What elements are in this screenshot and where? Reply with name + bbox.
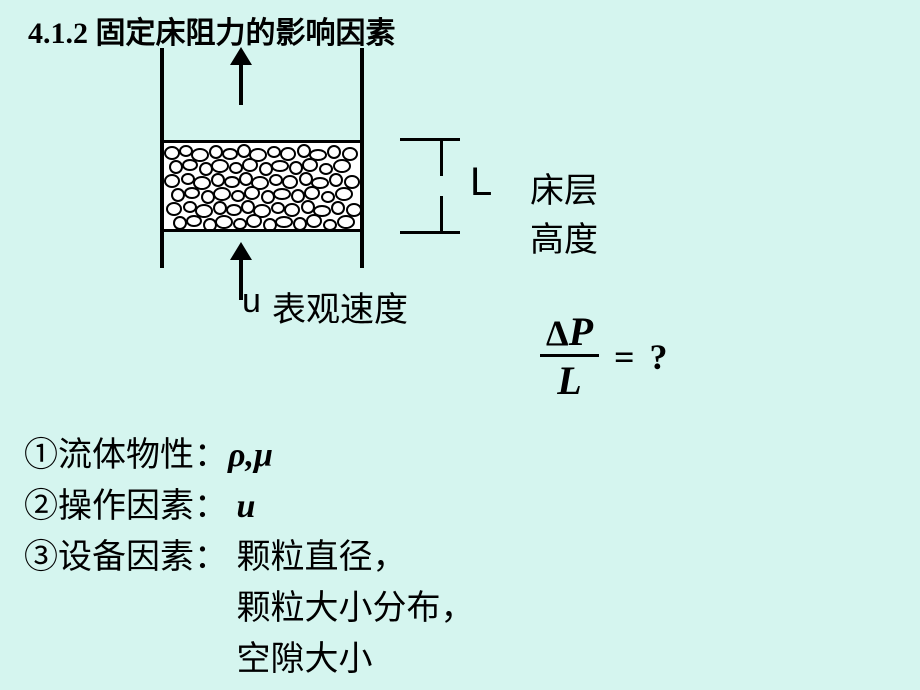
factor-equipment-2: 颗粒大小分布，	[24, 583, 475, 634]
item1-vars: ρ,μ	[228, 437, 273, 474]
factor-fluid-props: ①流体物性：ρ,μ	[24, 430, 475, 481]
arrow-shaft	[239, 60, 243, 105]
factor-equipment-3: 空隙大小	[24, 634, 475, 685]
factors-list: ①流体物性：ρ,μ ②操作因素： u ③设备因素： 颗粒直径， 颗粒大小分布， …	[24, 430, 475, 685]
height-dimension	[400, 138, 460, 234]
packed-bed	[164, 140, 360, 232]
item1-prefix: ①流体物性：	[24, 437, 228, 474]
dim-stem-bottom	[440, 196, 443, 234]
item3-prefix: ③设备因素：	[24, 539, 237, 576]
numerator: ΔP	[540, 310, 599, 354]
item2-vars: u	[237, 488, 256, 525]
factor-equipment-1: ③设备因素： 颗粒直径，	[24, 532, 475, 583]
bed-height-label: 床层高度	[530, 163, 630, 261]
equals-sign: =	[614, 336, 635, 378]
particles-svg	[164, 143, 360, 232]
vessel-wall-right	[360, 48, 364, 268]
item3-line1: 颗粒直径，	[237, 539, 407, 576]
fraction: ΔP L	[540, 310, 599, 403]
dim-stem-top	[440, 138, 443, 176]
delta-symbol: Δ	[546, 313, 569, 353]
question-mark: ?	[650, 336, 668, 378]
denominator: L	[540, 354, 599, 403]
pressure-symbol: P	[569, 309, 593, 354]
factor-operation: ②操作因素： u	[24, 481, 475, 532]
pressure-drop-equation: ΔP L = ?	[540, 310, 760, 410]
packed-bed-diagram: L 床层高度	[130, 40, 630, 300]
velocity-label: 表观速度	[272, 282, 408, 331]
dim-tick-bottom	[400, 231, 460, 234]
dim-tick-top	[400, 138, 460, 141]
height-symbol: L	[470, 160, 492, 205]
velocity-symbol: u	[242, 282, 261, 321]
item2-prefix: ②操作因素：	[24, 488, 237, 525]
